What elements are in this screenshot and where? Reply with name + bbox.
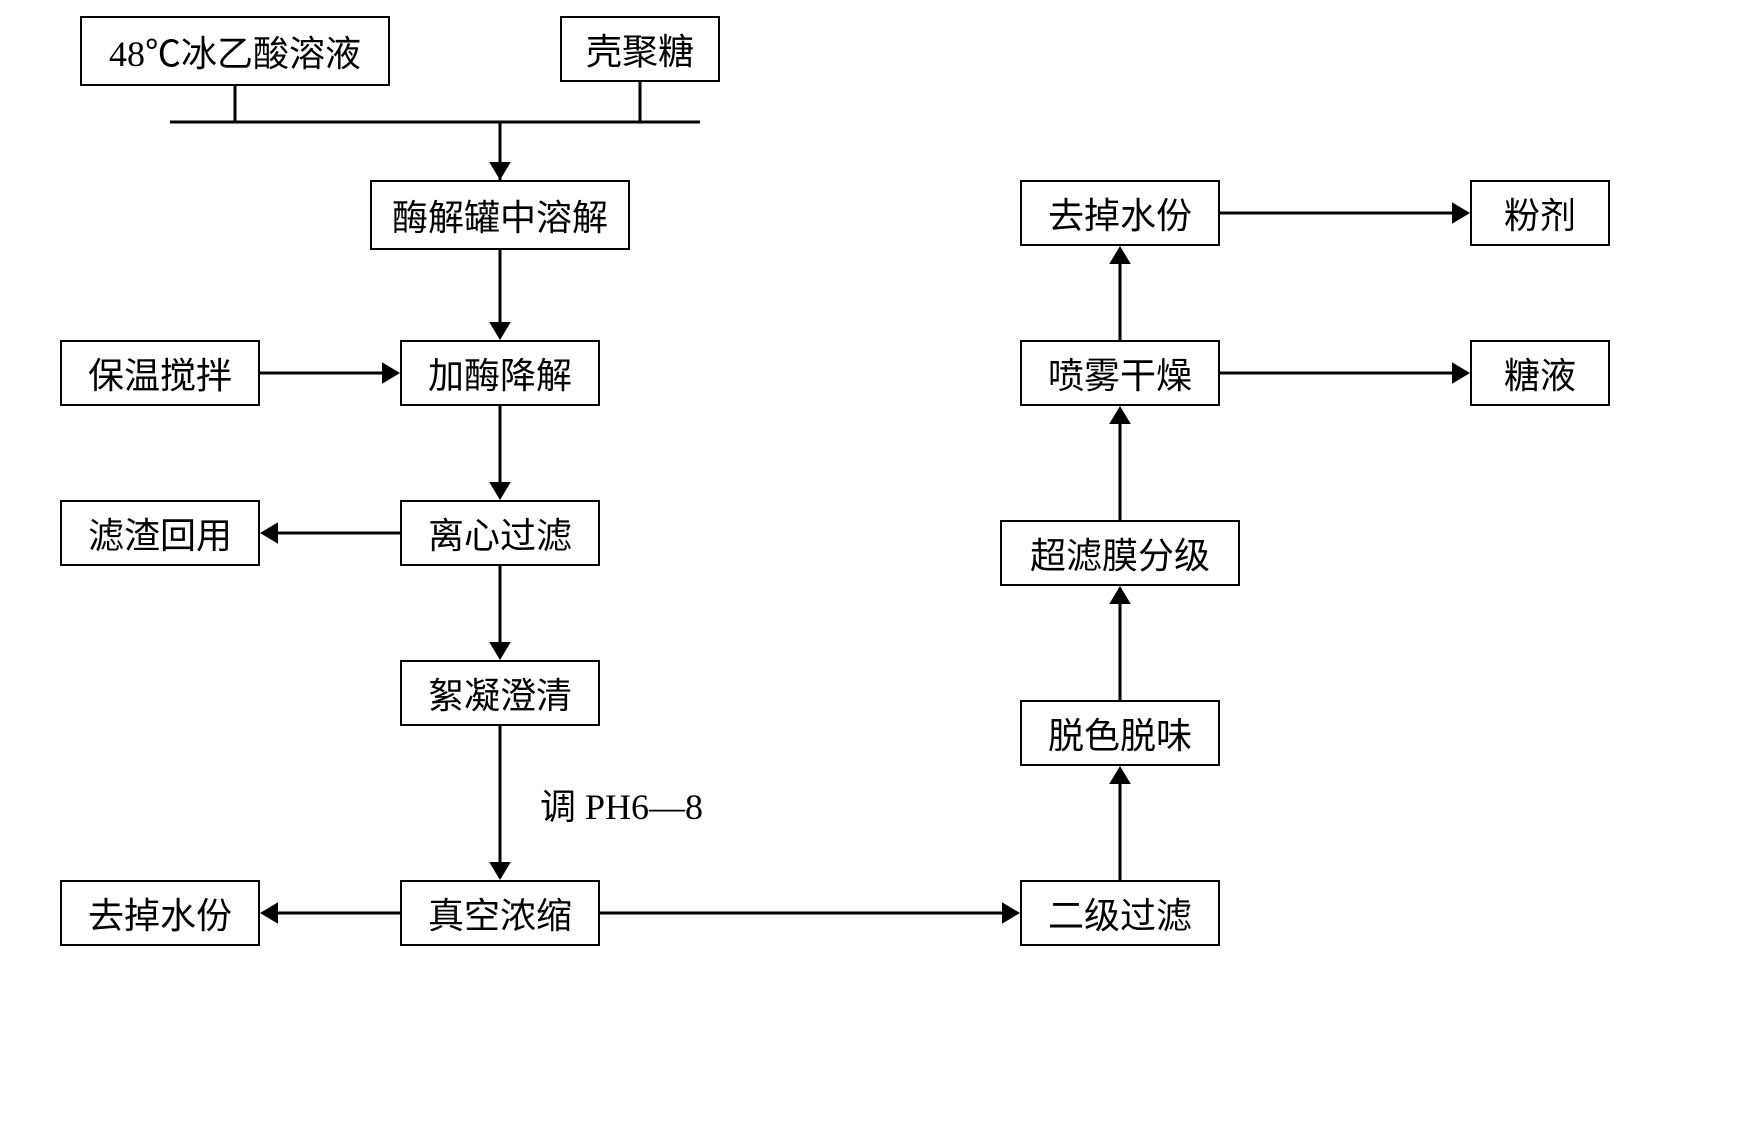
node-filter2: 二级过滤 (1020, 880, 1220, 946)
node-text: 酶解罐中溶解 (392, 189, 608, 241)
node-text: 去掉水份 (88, 887, 232, 939)
node-text: 脱色脱味 (1048, 707, 1192, 759)
node-chitosan: 壳聚糖 (560, 16, 720, 82)
node-text: 48℃冰乙酸溶液 (109, 25, 361, 77)
node-text: 二级过滤 (1048, 887, 1192, 939)
node-text: 去掉水份 (1048, 187, 1192, 239)
node-text: 超滤膜分级 (1030, 527, 1210, 579)
node-dewater2: 去掉水份 (1020, 180, 1220, 246)
node-text: 粉剂 (1504, 187, 1576, 239)
label-ph: 调 PH6—8 (540, 778, 703, 830)
node-text: 糖液 (1504, 347, 1576, 399)
node-reuse: 滤渣回用 (60, 500, 260, 566)
arrow-layer (0, 0, 1754, 1132)
node-text: 壳聚糖 (586, 23, 694, 75)
node-liquid: 糖液 (1470, 340, 1610, 406)
node-enzyme: 加酶降解 (400, 340, 600, 406)
node-text: 絮凝澄清 (428, 667, 572, 719)
node-vacuum: 真空浓缩 (400, 880, 600, 946)
node-text: 喷雾干燥 (1048, 347, 1192, 399)
node-dissolve: 酶解罐中溶解 (370, 180, 630, 250)
node-text: 保温搅拌 (88, 347, 232, 399)
node-text: 加酶降解 (428, 347, 572, 399)
node-spray: 喷雾干燥 (1020, 340, 1220, 406)
node-acetic: 48℃冰乙酸溶液 (80, 16, 390, 86)
node-stir: 保温搅拌 (60, 340, 260, 406)
node-ultra: 超滤膜分级 (1000, 520, 1240, 586)
node-text: 离心过滤 (428, 507, 572, 559)
node-dewater1: 去掉水份 (60, 880, 260, 946)
node-decolor: 脱色脱味 (1020, 700, 1220, 766)
node-powder: 粉剂 (1470, 180, 1610, 246)
node-centrif: 离心过滤 (400, 500, 600, 566)
label-text: 调 PH6—8 (540, 787, 703, 827)
node-floc: 絮凝澄清 (400, 660, 600, 726)
node-text: 滤渣回用 (88, 507, 232, 559)
node-text: 真空浓缩 (428, 887, 572, 939)
